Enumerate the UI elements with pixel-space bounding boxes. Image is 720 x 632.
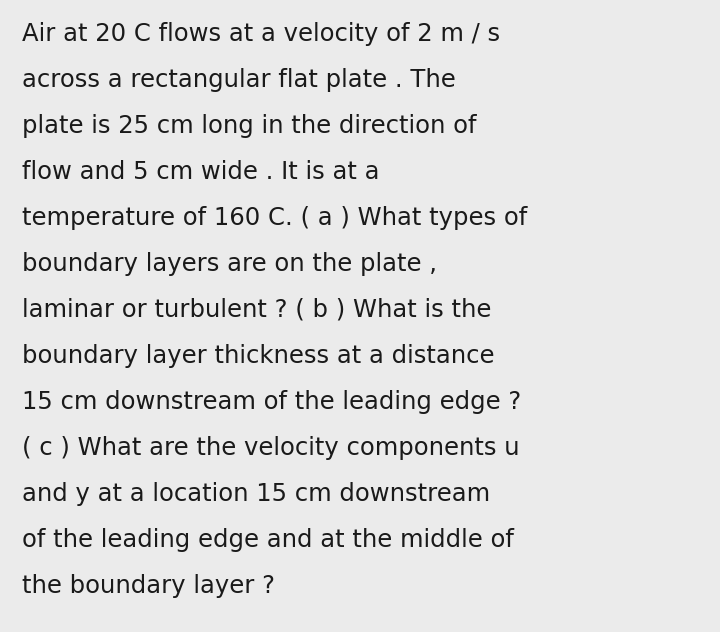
Text: of the leading edge and at the middle of: of the leading edge and at the middle of xyxy=(22,528,514,552)
Text: boundary layers are on the plate ,: boundary layers are on the plate , xyxy=(22,252,437,276)
Text: and y at a location 15 cm downstream: and y at a location 15 cm downstream xyxy=(22,482,490,506)
Text: 15 cm downstream of the leading edge ?: 15 cm downstream of the leading edge ? xyxy=(22,390,521,414)
Text: plate is 25 cm long in the direction of: plate is 25 cm long in the direction of xyxy=(22,114,477,138)
Text: Air at 20 C flows at a velocity of 2 m / s: Air at 20 C flows at a velocity of 2 m /… xyxy=(22,22,500,46)
Text: the boundary layer ?: the boundary layer ? xyxy=(22,574,275,598)
Text: flow and 5 cm wide . It is at a: flow and 5 cm wide . It is at a xyxy=(22,160,379,184)
Text: boundary layer thickness at a distance: boundary layer thickness at a distance xyxy=(22,344,495,368)
Text: ( c ) What are the velocity components u: ( c ) What are the velocity components u xyxy=(22,436,520,460)
Text: across a rectangular flat plate . The: across a rectangular flat plate . The xyxy=(22,68,456,92)
Text: temperature of 160 C. ( a ) What types of: temperature of 160 C. ( a ) What types o… xyxy=(22,206,527,230)
Text: laminar or turbulent ? ( b ) What is the: laminar or turbulent ? ( b ) What is the xyxy=(22,298,491,322)
